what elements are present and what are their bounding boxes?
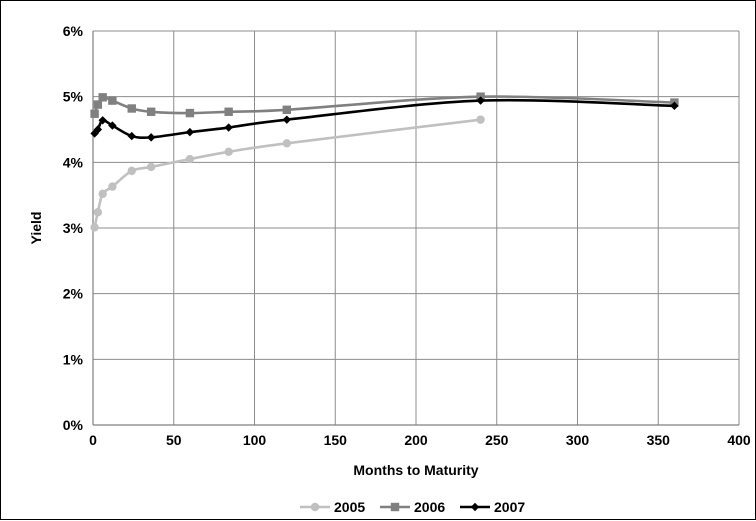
x-tick-label: 50 — [166, 432, 182, 448]
legend-marker-2007 — [470, 502, 480, 512]
x-tick-label: 100 — [243, 432, 267, 448]
legend-label-2007: 2007 — [494, 499, 525, 515]
data-point-2007 — [282, 115, 291, 124]
data-point-2007 — [127, 131, 136, 141]
y-axis-title: Yield — [28, 212, 44, 245]
data-point-2005 — [93, 208, 103, 217]
data-point-2006 — [108, 96, 117, 105]
x-tick-label: 200 — [404, 432, 428, 448]
data-point-2006 — [282, 105, 291, 114]
x-tick-label: 0 — [89, 432, 97, 448]
x-tick-label: 150 — [324, 432, 348, 448]
y-tick-label: 5% — [63, 89, 84, 105]
data-point-2006 — [127, 104, 136, 113]
y-tick-label: 1% — [63, 351, 84, 367]
x-tick-label: 300 — [566, 432, 590, 448]
data-point-2005 — [476, 115, 485, 124]
x-axis-title: Months to Maturity — [353, 462, 478, 478]
legend-marker-2005 — [310, 502, 320, 512]
data-point-2007 — [98, 116, 107, 125]
data-point-2006 — [146, 107, 156, 116]
data-point-2005 — [108, 182, 117, 191]
data-point-2007 — [185, 127, 195, 137]
y-tick-label: 2% — [63, 286, 84, 302]
data-point-2006 — [98, 93, 107, 102]
data-point-2005 — [185, 154, 195, 164]
y-tick-label: 4% — [63, 154, 84, 170]
data-point-2007 — [108, 121, 117, 130]
y-tick-label: 6% — [63, 23, 84, 39]
data-point-2006 — [224, 107, 233, 116]
data-point-2006 — [185, 108, 195, 118]
data-point-2005 — [282, 139, 291, 148]
data-point-2005 — [127, 166, 136, 176]
legend-label-2005: 2005 — [334, 499, 365, 515]
data-point-2005 — [146, 162, 156, 172]
data-point-2007 — [93, 125, 103, 134]
legend-marker-2006 — [390, 502, 400, 512]
data-point-2007 — [670, 101, 679, 111]
x-tick-label: 400 — [727, 432, 751, 448]
data-point-2005 — [224, 147, 233, 157]
y-tick-label: 3% — [63, 220, 84, 236]
legend-label-2006: 2006 — [414, 499, 445, 515]
data-point-2007 — [224, 123, 233, 132]
data-point-2006 — [93, 100, 103, 109]
y-tick-label: 0% — [63, 417, 84, 433]
x-tick-label: 350 — [647, 432, 671, 448]
data-point-2007 — [90, 129, 99, 138]
series-line-2006 — [93, 95, 675, 115]
data-point-2007 — [146, 133, 156, 142]
data-point-2005 — [90, 223, 99, 232]
data-point-2005 — [98, 189, 107, 199]
data-point-2006 — [90, 109, 99, 118]
data-point-2007 — [476, 96, 485, 105]
x-tick-label: 250 — [485, 432, 509, 448]
